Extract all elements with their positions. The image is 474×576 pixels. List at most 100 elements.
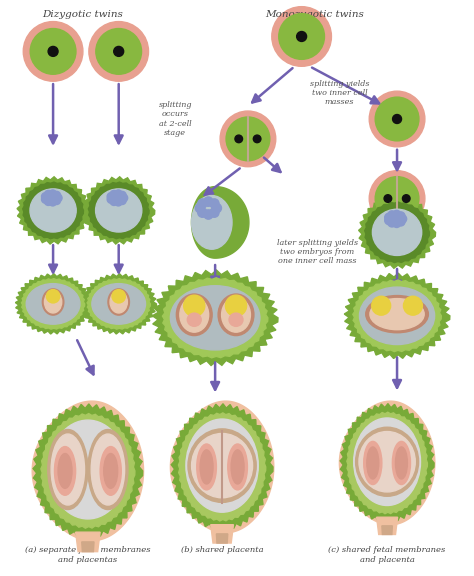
Polygon shape [17,177,89,244]
Circle shape [114,198,122,206]
Circle shape [110,191,118,198]
Polygon shape [340,404,434,522]
Ellipse shape [110,291,128,313]
Polygon shape [82,542,94,552]
Ellipse shape [176,294,212,336]
Circle shape [48,47,58,56]
Circle shape [114,190,122,198]
Polygon shape [191,187,249,258]
Polygon shape [163,278,268,358]
Circle shape [53,197,61,204]
Polygon shape [377,517,398,535]
Polygon shape [178,413,266,521]
Text: (a) separate fetal membranes
and placentas: (a) separate fetal membranes and placent… [25,547,151,564]
Circle shape [30,29,76,74]
Polygon shape [171,404,273,530]
Polygon shape [211,525,234,543]
Ellipse shape [197,444,217,490]
Ellipse shape [392,441,410,484]
Ellipse shape [180,297,209,332]
Ellipse shape [366,295,428,333]
Circle shape [107,192,115,200]
Polygon shape [15,274,91,334]
Text: Dizygotic twins: Dizygotic twins [43,10,123,18]
Circle shape [42,195,49,203]
Ellipse shape [200,450,213,484]
Circle shape [220,111,276,166]
Ellipse shape [191,434,253,498]
Circle shape [45,191,52,198]
Wedge shape [375,177,397,221]
Ellipse shape [108,289,129,315]
Circle shape [392,115,401,123]
Ellipse shape [221,297,250,332]
Circle shape [392,219,401,228]
Polygon shape [82,177,155,244]
Circle shape [198,199,207,208]
Polygon shape [365,202,429,263]
Circle shape [49,190,56,198]
Circle shape [369,91,425,147]
Polygon shape [21,279,85,329]
Polygon shape [76,532,100,552]
Circle shape [23,21,83,81]
Circle shape [272,7,331,66]
Ellipse shape [42,289,64,315]
Circle shape [385,213,393,222]
Ellipse shape [55,446,76,495]
Circle shape [183,295,205,316]
Circle shape [114,47,124,56]
Ellipse shape [45,291,62,313]
Circle shape [96,29,142,74]
Polygon shape [88,182,149,238]
Circle shape [53,191,61,199]
Ellipse shape [49,420,127,519]
Text: (c) shared fetal membranes
and placenta: (c) shared fetal membranes and placenta [328,547,446,564]
Circle shape [198,208,207,217]
Wedge shape [397,177,419,221]
Ellipse shape [51,434,84,505]
Circle shape [226,295,246,316]
Polygon shape [359,196,436,268]
Wedge shape [226,117,248,161]
Circle shape [89,21,148,81]
Polygon shape [170,401,274,533]
Wedge shape [248,117,270,161]
Polygon shape [41,414,135,528]
Ellipse shape [26,283,80,324]
Polygon shape [353,280,441,351]
Circle shape [235,135,243,143]
Polygon shape [33,404,143,538]
Circle shape [369,170,425,226]
Circle shape [110,198,118,206]
Ellipse shape [356,427,419,497]
Polygon shape [81,274,156,334]
Circle shape [397,212,405,220]
Text: later splitting yields
two embryos from
one inner cell mass: later splitting yields two embryos from … [277,239,358,266]
Text: splitting yields
two inner cell
masses: splitting yields two inner cell masses [310,80,369,107]
Circle shape [113,194,121,202]
Circle shape [48,194,55,202]
Ellipse shape [186,419,258,512]
Ellipse shape [187,313,201,327]
Circle shape [212,203,221,213]
Polygon shape [347,412,428,514]
Ellipse shape [30,189,76,232]
Polygon shape [152,270,278,366]
Circle shape [204,210,213,219]
Ellipse shape [395,447,407,479]
Ellipse shape [104,453,118,488]
Circle shape [279,14,325,59]
Circle shape [210,208,219,217]
Circle shape [120,194,128,202]
Ellipse shape [88,430,128,510]
Ellipse shape [228,444,247,490]
Polygon shape [23,182,83,238]
Ellipse shape [373,209,422,255]
Polygon shape [339,401,435,525]
Circle shape [253,135,261,143]
Ellipse shape [100,446,121,495]
Ellipse shape [188,429,256,502]
Circle shape [397,218,405,226]
Ellipse shape [231,450,244,484]
